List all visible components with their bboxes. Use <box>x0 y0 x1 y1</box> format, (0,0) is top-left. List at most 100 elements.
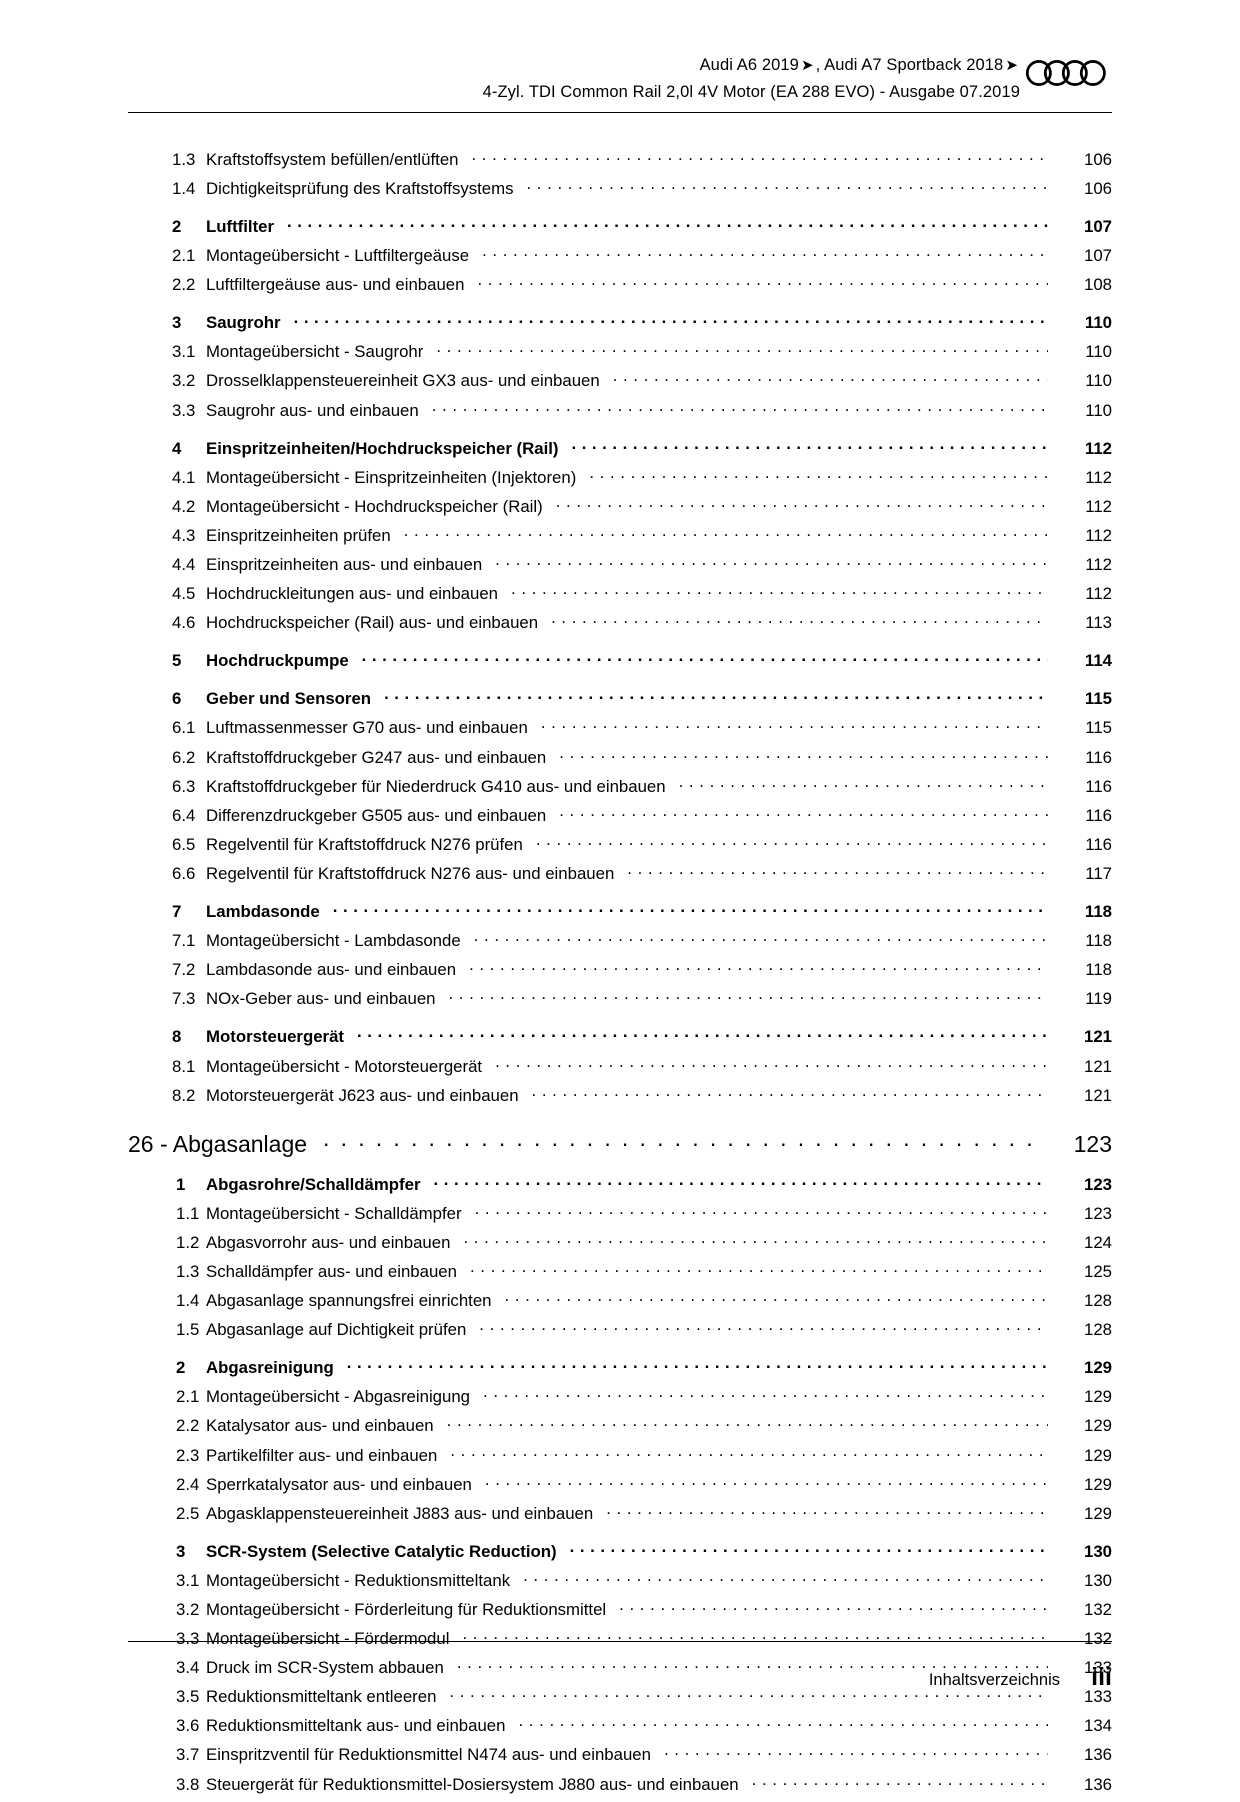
toc-entry-label: Motorsteuergerät J623 aus- und einbauen <box>206 1085 519 1105</box>
toc-leader-dots <box>294 311 1048 328</box>
toc-entry-label: Sperrkatalysator aus- und einbauen <box>206 1474 472 1494</box>
toc-subsection-row[interactable]: 4.3 Einspritzeinheiten prüfen 112 <box>128 524 1112 553</box>
toc-leader-dots <box>511 582 1048 599</box>
toc-leader-dots <box>613 370 1048 387</box>
toc-section-row[interactable]: 3 SCR-System (Selective Catalytic Reducti… <box>128 1540 1112 1569</box>
toc-entry-page-number: 112 <box>1085 584 1112 604</box>
toc-subsection-row[interactable]: 6.5 Regelventil für Kraftstoffdruck N276 … <box>128 833 1112 862</box>
toc-entry-page-number: 132 <box>1084 1629 1112 1649</box>
toc-subsection-row[interactable]: 1.5 Abgasanlage auf Dichtigkeit prüfen 128 <box>128 1318 1112 1347</box>
toc-section-row[interactable]: 6 Geber und Sensoren 115 <box>128 688 1112 717</box>
toc-entry-number: 6.1 <box>172 718 196 738</box>
toc-subsection-row[interactable]: 3.8 Steuergerät für Reduktionsmittel-Dosi… <box>128 1773 1112 1802</box>
toc-entry-page-number: 123 <box>1084 1174 1112 1194</box>
toc-leader-dots <box>449 1686 1048 1703</box>
toc-section-row[interactable]: 3 Saugrohr 110 <box>128 311 1112 340</box>
toc-leader-dots <box>470 1260 1048 1277</box>
toc-subsection-row[interactable]: 1.4 Dichtigkeitsprüfung des Kraftstoffsys… <box>128 177 1112 206</box>
toc-entry-number: 3.4 <box>176 1658 200 1678</box>
toc-entry-number: 3 <box>176 1541 186 1561</box>
toc-subsection-row[interactable]: 1.2 Abgasvorrohr aus- und einbauen 124 <box>128 1231 1112 1260</box>
header-model-a6: Audi A6 2019 <box>699 56 799 74</box>
toc-entry-number: 2.3 <box>176 1445 200 1465</box>
toc-entry-page-number: 106 <box>1084 149 1112 169</box>
toc-subsection-row[interactable]: 7.2 Lambdasonde aus- und einbauen 118 <box>128 958 1112 987</box>
toc-subsection-row[interactable]: 2.2 Luftfiltergeäuse aus- und einbauen 108 <box>128 273 1112 302</box>
toc-subsection-row[interactable]: 1.3 Schalldämpfer aus- und einbauen 125 <box>128 1260 1112 1289</box>
toc-entry-number: 3.7 <box>176 1745 200 1765</box>
toc-subsection-row[interactable]: 1.1 Montageübersicht - Schalldämpfer 123 <box>128 1202 1112 1231</box>
toc-subsection-row[interactable]: 6.4 Differenzdruckgeber G505 aus- und ein… <box>128 804 1112 833</box>
toc-subsection-row[interactable]: 3.3 Montageübersicht - Fördermodul 132 <box>128 1627 1112 1656</box>
toc-subsection-row[interactable]: 2.2 Katalysator aus- und einbauen 129 <box>128 1415 1112 1444</box>
toc-subsection-row[interactable]: 3.1 Montageübersicht - Reduktionsmittelta… <box>128 1569 1112 1598</box>
toc-leader-dots <box>474 929 1048 946</box>
toc-section-row[interactable]: 5 Hochdruckpumpe 114 <box>128 650 1112 679</box>
toc-entry-page-number: 118 <box>1085 931 1112 951</box>
toc-section-row[interactable]: 8 Motorsteuergerät 121 <box>128 1026 1112 1055</box>
toc-subsection-row[interactable]: 4.6 Hochdruckspeicher (Rail) aus- und ein… <box>128 611 1112 640</box>
toc-entry-page-number: 107 <box>1084 246 1112 266</box>
toc-leader-dots <box>526 177 1048 194</box>
toc-subsection-row[interactable]: 2.1 Montageübersicht - Abgasreinigung 129 <box>128 1386 1112 1415</box>
toc-leader-dots <box>450 1444 1048 1461</box>
toc-subsection-row[interactable]: 7.1 Montageübersicht - Lambdasonde 118 <box>128 929 1112 958</box>
toc-entry-number: 2 <box>176 1358 186 1378</box>
toc-subsection-row[interactable]: 3.7 Einspritzventil für Reduktionsmittel … <box>128 1744 1112 1773</box>
toc-entry-number: 6.2 <box>172 747 196 767</box>
toc-subsection-row[interactable]: 3.6 Reduktionsmitteltank aus- und einbaue… <box>128 1715 1112 1744</box>
toc-subsection-row[interactable]: 4.5 Hochdruckleitungen aus- und einbauen 1… <box>128 582 1112 611</box>
toc-subsection-row[interactable]: 3.4 Druck im SCR-System abbauen 133 <box>128 1656 1112 1685</box>
toc-section-row[interactable]: 1 Abgasrohre/Schalldämpfer 123 <box>128 1173 1112 1202</box>
toc-entry-label: Saugrohr <box>206 313 281 333</box>
toc-subsection-row[interactable]: 1.3 Kraftstoffsystem befüllen/entlüften 10… <box>128 148 1112 177</box>
footer-page-number: iii <box>1091 1663 1112 1691</box>
toc-entry-page-number: 133 <box>1084 1658 1112 1678</box>
toc-subsection-row[interactable]: 6.3 Kraftstoffdruckgeber für Niederdruck … <box>128 775 1112 804</box>
toc-entry-page-number: 115 <box>1084 689 1112 709</box>
toc-entry-page-number: 112 <box>1084 438 1112 458</box>
toc-chapter-row[interactable]: 26 - Abgasanlage 123 <box>128 1129 1112 1173</box>
toc-subsection-row[interactable]: 8.1 Montageübersicht - Motorsteuergerät 12… <box>128 1055 1112 1084</box>
toc-section-row[interactable]: 2 Abgasreinigung 129 <box>128 1356 1112 1385</box>
toc-subsection-row[interactable]: 6.2 Kraftstoffdruckgeber G247 aus- und ei… <box>128 746 1112 775</box>
toc-leader-dots <box>495 1055 1048 1072</box>
toc-entry-number: 4.3 <box>172 525 196 545</box>
toc-subsection-row[interactable]: 6.1 Luftmassenmesser G70 aus- und einbaue… <box>128 717 1112 746</box>
toc-subsection-row[interactable]: 3.2 Montageübersicht - Förderleitung für … <box>128 1598 1112 1627</box>
toc-entry-page-number: 129 <box>1084 1474 1112 1494</box>
toc-entry-page-number: 114 <box>1084 651 1112 671</box>
toc-subsection-row[interactable]: 3.1 Montageübersicht - Saugrohr 110 <box>128 341 1112 370</box>
toc-subsection-row[interactable]: 8.2 Motorsteuergerät J623 aus- und einbau… <box>128 1084 1112 1113</box>
toc-entry-label: Abgasreinigung <box>206 1358 334 1378</box>
toc-entry-page-number: 129 <box>1084 1358 1112 1378</box>
toc-entry-label: Reduktionsmitteltank entleeren <box>206 1687 437 1707</box>
toc-subsection-row[interactable]: 4.1 Montageübersicht - Einspritzeinheiten… <box>128 466 1112 495</box>
toc-entry-label: Partikelfilter aus- und einbauen <box>206 1445 438 1465</box>
toc-entry-number: 3.3 <box>176 1629 200 1649</box>
toc-leader-dots <box>333 900 1048 917</box>
toc-subsection-row[interactable]: 3.5 Reduktionsmitteltank entleeren 133 <box>128 1686 1112 1715</box>
toc-subsection-row[interactable]: 2.1 Montageübersicht - Luftfiltergeäuse 10… <box>128 244 1112 273</box>
toc-entry-page-number: 116 <box>1085 776 1112 796</box>
toc-subsection-row[interactable]: 2.4 Sperrkatalysator aus- und einbauen 129 <box>128 1473 1112 1502</box>
toc-subsection-row[interactable]: 3.2 Drosselklappensteuereinheit GX3 aus- … <box>128 370 1112 399</box>
toc-entry-page-number: 125 <box>1084 1261 1112 1281</box>
toc-subsection-row[interactable]: 4.4 Einspritzeinheiten aus- und einbauen 1… <box>128 553 1112 582</box>
toc-subsection-row[interactable]: 7.3 NOx-Geber aus- und einbauen 119 <box>128 988 1112 1017</box>
toc-entry-label: SCR-System (Selective Catalytic Reductio… <box>206 1541 557 1561</box>
toc-section-row[interactable]: 2 Luftfilter 107 <box>128 215 1112 244</box>
toc-subsection-row[interactable]: 3.3 Saugrohr aus- und einbauen 110 <box>128 399 1112 428</box>
toc-leader-dots <box>477 273 1048 290</box>
toc-subsection-row[interactable]: 4.2 Montageübersicht - Hochdruckspeicher … <box>128 495 1112 524</box>
toc-entry-page-number: 118 <box>1084 902 1112 922</box>
toc-section-row[interactable]: 4 Einspritzeinheiten/Hochdruckspeicher (R… <box>128 437 1112 466</box>
header-model-a7: , Audi A7 Sportback 2018 <box>815 56 1004 74</box>
toc-entry-number: 3.1 <box>176 1570 200 1590</box>
toc-subsection-row[interactable]: 2.5 Abgasklappensteuereinheit J883 aus- u… <box>128 1502 1112 1531</box>
toc-entry-page-number: 136 <box>1084 1745 1112 1765</box>
toc-subsection-row[interactable]: 2.3 Partikelfilter aus- und einbauen 129 <box>128 1444 1112 1473</box>
toc-section-row[interactable]: 7 Lambdasonde 118 <box>128 900 1112 929</box>
toc-subsection-row[interactable]: 1.4 Abgasanlage spannungsfrei einrichten 1… <box>128 1289 1112 1318</box>
toc-subsection-row[interactable]: 6.6 Regelventil für Kraftstoffdruck N276 … <box>128 862 1112 891</box>
